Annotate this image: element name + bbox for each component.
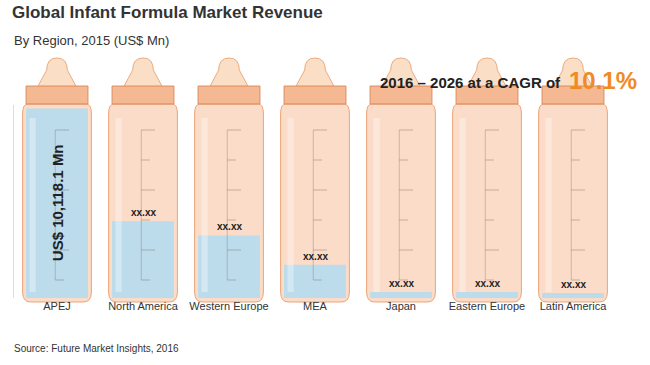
svg-text:xx.xx: xx.xx: [561, 279, 586, 290]
svg-text:xx.xx: xx.xx: [131, 207, 156, 218]
svg-text:Western Europe: Western Europe: [189, 300, 268, 312]
svg-text:2016 – 2026 at a CAGR of: 2016 – 2026 at a CAGR of: [380, 74, 561, 91]
svg-text:Source: Future Market Insights: Source: Future Market Insights, 2016: [14, 343, 179, 354]
svg-text:Latin America: Latin America: [540, 300, 608, 312]
svg-text:xx.xx: xx.xx: [389, 278, 414, 289]
svg-text:Japan: Japan: [386, 300, 416, 312]
svg-text:xx.xx: xx.xx: [475, 278, 500, 289]
svg-text:Eastern Europe: Eastern Europe: [449, 300, 525, 312]
svg-text:North America: North America: [108, 300, 179, 312]
svg-text:MEA: MEA: [303, 300, 328, 312]
svg-text:APEJ: APEJ: [43, 300, 71, 312]
svg-text:10.1%: 10.1%: [569, 67, 637, 94]
svg-text:xx.xx: xx.xx: [303, 251, 328, 262]
svg-text:By Region, 2015 (US$ Mn): By Region, 2015 (US$ Mn): [14, 33, 169, 48]
svg-text:US$ 10,118.1 Mn: US$ 10,118.1 Mn: [49, 144, 66, 261]
svg-text:Global Infant Formula Market R: Global Infant Formula Market Revenue: [12, 3, 323, 22]
svg-text:xx.xx: xx.xx: [217, 221, 242, 232]
